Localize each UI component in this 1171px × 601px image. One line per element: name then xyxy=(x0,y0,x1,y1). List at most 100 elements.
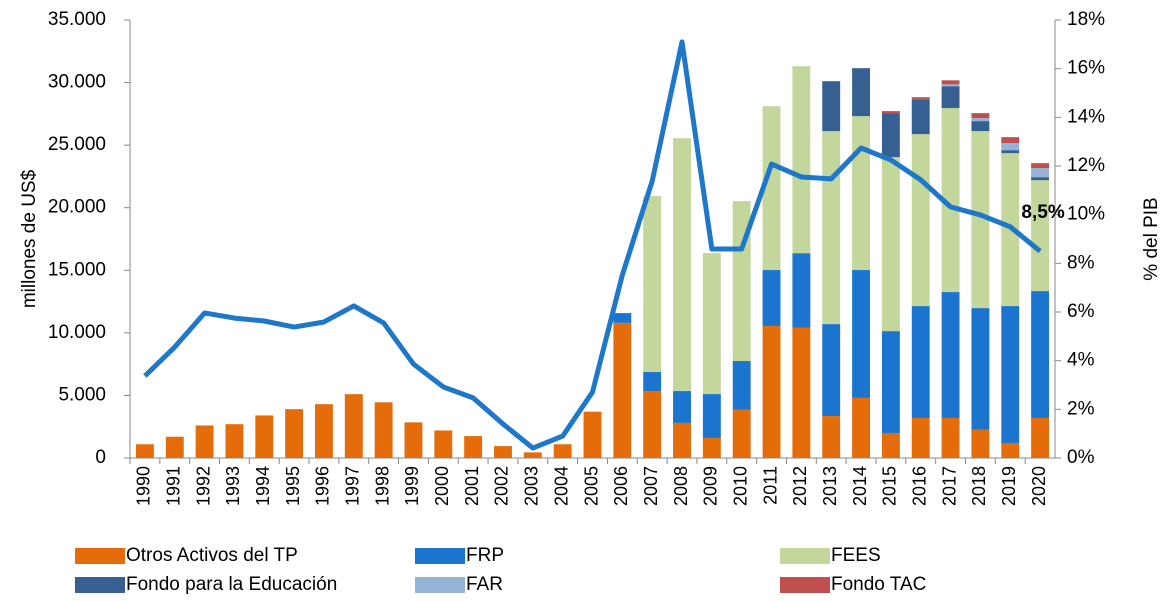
x-tick-label: 2002 xyxy=(492,466,512,506)
x-tick-label: 2010 xyxy=(730,466,750,506)
bar xyxy=(911,97,930,100)
x-tick-label: 1992 xyxy=(193,466,213,506)
bar xyxy=(911,99,930,135)
y2-tick-label: 0% xyxy=(1067,447,1095,468)
x-tick-label: 2011 xyxy=(760,466,780,505)
bar xyxy=(1031,177,1050,181)
bar xyxy=(344,394,363,458)
x-tick-label: 2015 xyxy=(880,466,900,506)
x-tick-label: 2012 xyxy=(790,466,810,506)
bar xyxy=(852,116,870,271)
x-tick-label: 2003 xyxy=(522,466,542,506)
bar xyxy=(911,417,930,458)
bar xyxy=(881,157,900,332)
x-tick-label: 1996 xyxy=(313,466,333,506)
bar xyxy=(792,66,811,254)
legend-swatch xyxy=(780,548,830,564)
legend-swatch xyxy=(415,548,465,564)
legend-label: FAR xyxy=(466,574,503,595)
legend-label: Fondo TAC xyxy=(831,574,926,595)
bar xyxy=(315,404,333,458)
y2-tick-label: 6% xyxy=(1067,301,1095,322)
x-tick-label: 2014 xyxy=(850,466,870,506)
bar xyxy=(852,270,870,398)
bar xyxy=(404,422,423,458)
y2-tick-label: 4% xyxy=(1067,350,1095,371)
bar xyxy=(732,361,751,410)
bar xyxy=(852,68,870,117)
x-tick-label: 1993 xyxy=(223,466,243,506)
bar xyxy=(971,429,990,458)
bar xyxy=(494,446,512,458)
x-tick-label: 2020 xyxy=(1029,466,1049,506)
bar xyxy=(165,436,184,458)
x-tick-label: 2005 xyxy=(581,466,601,506)
bar xyxy=(911,306,930,418)
bar xyxy=(881,113,900,158)
bar xyxy=(583,411,602,458)
bar xyxy=(255,415,274,458)
line xyxy=(143,39,1042,451)
bar xyxy=(881,432,900,458)
y2-tick-label: 14% xyxy=(1067,106,1105,127)
bar xyxy=(762,270,781,326)
bar xyxy=(285,409,304,458)
y-tick-label: 30.000 xyxy=(48,72,106,93)
legend-swatch xyxy=(75,577,125,593)
bar xyxy=(971,131,990,309)
bar xyxy=(702,253,721,395)
y-tick-label: 0 xyxy=(95,447,106,468)
y2-tick-label: 12% xyxy=(1067,155,1105,176)
bar xyxy=(673,391,691,423)
y2-tick-label: 16% xyxy=(1067,58,1105,79)
x-tick-label: 2000 xyxy=(432,466,452,506)
y2-tick-label: 18% xyxy=(1067,9,1105,30)
bar xyxy=(1031,417,1050,458)
bar xyxy=(1031,180,1050,292)
y-tick-label: 10.000 xyxy=(48,322,106,343)
bar xyxy=(1031,291,1050,418)
legend-label: FEES xyxy=(831,545,881,566)
y-tick-label: 15.000 xyxy=(48,259,106,280)
x-tick-label: 2013 xyxy=(820,466,840,506)
bar xyxy=(941,86,960,109)
x-tick-label: 1995 xyxy=(283,466,303,506)
bar xyxy=(971,308,990,430)
bar xyxy=(792,253,811,328)
bar xyxy=(673,138,691,392)
bar xyxy=(971,113,990,119)
bar xyxy=(643,391,662,458)
x-tick-label: 1991 xyxy=(164,466,184,506)
x-tick-label: 2004 xyxy=(551,466,571,506)
bar xyxy=(762,325,781,458)
x-tick-label: 2008 xyxy=(671,466,691,506)
y2-axis-label: % del PIB xyxy=(1141,197,1162,280)
legend-label: FRP xyxy=(466,545,504,566)
bar xyxy=(673,422,691,458)
bar xyxy=(971,118,990,122)
bar xyxy=(792,327,811,458)
x-tick-label: 2016 xyxy=(909,466,929,506)
bar xyxy=(464,436,483,458)
legend-label: Fondo para la Educación xyxy=(126,574,337,595)
value-label: 8,5% xyxy=(1021,202,1064,223)
x-tick-label: 1990 xyxy=(134,466,154,506)
bar xyxy=(941,108,960,293)
legend-swatch xyxy=(415,577,465,593)
bar xyxy=(1001,306,1020,443)
bar xyxy=(822,416,841,458)
y2-tick-label: 8% xyxy=(1067,252,1095,273)
bar xyxy=(732,409,751,458)
x-tick-label: 1994 xyxy=(253,466,273,506)
x-tick-label: 2009 xyxy=(701,466,721,506)
x-tick-label: 1997 xyxy=(343,466,363,506)
bar xyxy=(822,81,841,132)
x-tick-label: 2001 xyxy=(462,466,482,506)
legend-swatch xyxy=(75,548,125,564)
bar xyxy=(523,452,542,458)
bar xyxy=(1001,442,1020,458)
x-tick-label: 2006 xyxy=(611,466,631,506)
bar xyxy=(643,372,662,392)
y2-tick-label: 10% xyxy=(1067,204,1105,225)
